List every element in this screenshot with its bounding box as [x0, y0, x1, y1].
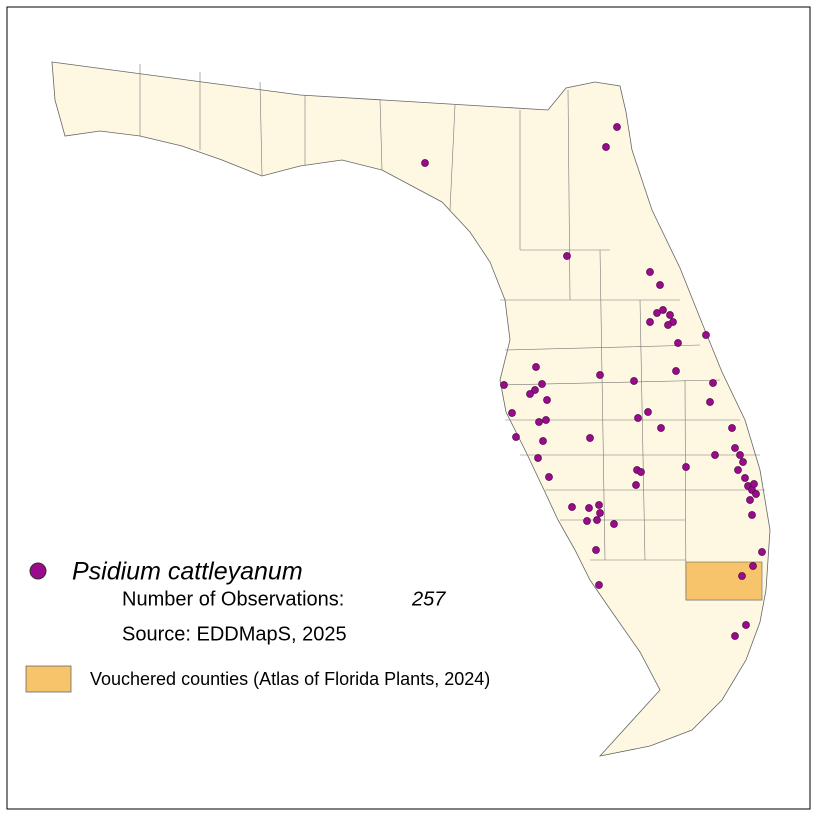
observation-dot [739, 458, 747, 466]
observation-dot [758, 548, 766, 556]
observation-dot [711, 451, 719, 459]
observation-dot [656, 281, 664, 289]
observation-dot [706, 398, 714, 406]
observation-dot [741, 474, 749, 482]
legend-dot [29, 562, 47, 580]
observation-dot [728, 424, 736, 432]
observation-dot [653, 309, 661, 317]
observation-dot [568, 503, 576, 511]
observation-dot [563, 252, 571, 260]
legend-vouchered: Vouchered counties (Atlas of Florida Pla… [90, 669, 490, 689]
observation-dot [596, 509, 604, 517]
observation-dot [592, 546, 600, 554]
observation-dot [613, 123, 621, 131]
observation-dot [637, 468, 645, 476]
county-lines [139, 64, 765, 601]
observation-dot [586, 434, 594, 442]
observation-dot [595, 581, 603, 589]
source: Source: EDDMapS, 2025 [122, 623, 347, 645]
observation-dot [749, 562, 757, 570]
observation-dot [672, 367, 680, 375]
legend-species: Psidium cattleyanum [72, 558, 303, 586]
florida-outline [51, 61, 771, 757]
observation-dot [682, 463, 690, 471]
observation-dot [593, 516, 601, 524]
observation-dot [746, 496, 754, 504]
observation-dot [634, 414, 642, 422]
observation-dot [709, 379, 717, 387]
observation-dot [646, 318, 654, 326]
observation-dot [748, 511, 756, 519]
observation-dot [610, 520, 618, 528]
observation-dot [602, 143, 610, 151]
observations-label: Number of Observations: [122, 588, 344, 610]
observation-dot [734, 466, 742, 474]
observation-dot [545, 473, 553, 481]
observation-dot [736, 451, 744, 459]
observation-dot [421, 159, 429, 167]
observation-dot [632, 481, 640, 489]
observation-dot [532, 363, 540, 371]
observation-dot [674, 339, 682, 347]
observation-dot [583, 517, 591, 525]
observation-dot [595, 501, 603, 509]
observation-dot [731, 632, 739, 640]
observation-dot [542, 416, 550, 424]
observation-dot [702, 331, 710, 339]
observation-dot [659, 306, 667, 314]
observation-dot [526, 390, 534, 398]
observation-dot [664, 321, 672, 329]
observation-dot [738, 572, 746, 580]
observation-dot [500, 381, 508, 389]
observation-dot [512, 433, 520, 441]
observation-dot [750, 480, 758, 488]
observation-dot [534, 454, 542, 462]
observations-count: 257 [411, 588, 446, 610]
observation-dot [508, 409, 516, 417]
observation-dot [742, 621, 750, 629]
observation-dot [538, 380, 546, 388]
observation-dot [630, 377, 638, 385]
observation-dot [666, 311, 674, 319]
observation-dot [596, 371, 604, 379]
observation-dot [646, 268, 654, 276]
observation-dot [657, 424, 665, 432]
observation-dot [644, 408, 652, 416]
legend-swatch [25, 665, 72, 693]
observations [421, 123, 766, 640]
observation-dot [543, 396, 551, 404]
observation-dot [531, 386, 539, 394]
observation-dot [585, 504, 593, 512]
observation-dot [752, 490, 760, 498]
vouchered-county [685, 561, 763, 601]
observation-dot [731, 444, 739, 452]
observation-dot [539, 437, 547, 445]
observation-dot [535, 418, 543, 426]
